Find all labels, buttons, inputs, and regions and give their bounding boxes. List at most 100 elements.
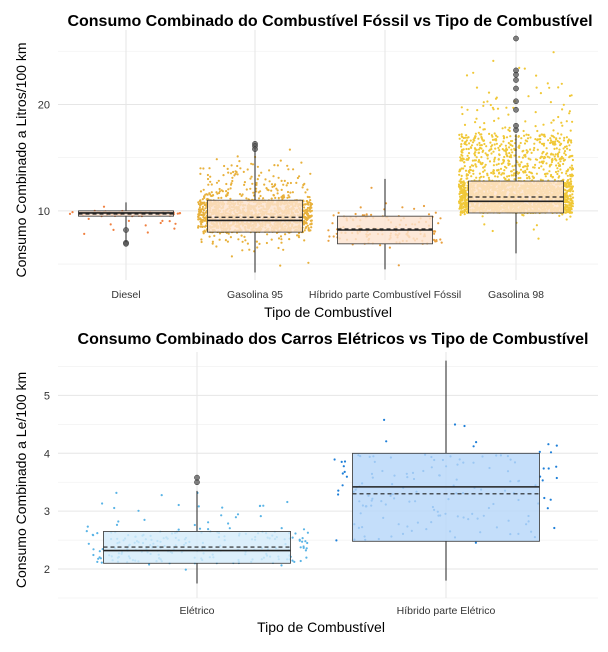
jitter-point: [550, 499, 552, 501]
jitter-point: [543, 144, 545, 146]
jitter-point: [526, 163, 528, 165]
outlier-point: [513, 86, 518, 91]
jitter-point: [101, 562, 103, 564]
jitter-point: [473, 153, 475, 155]
jitter-point: [266, 242, 268, 244]
jitter-point: [513, 155, 515, 157]
jitter-point: [304, 540, 306, 542]
jitter-point: [503, 160, 505, 162]
chart-title: Consumo Combinado do Combustível Fóssil …: [67, 13, 592, 30]
jitter-point: [474, 163, 476, 165]
jitter-point: [225, 183, 227, 185]
jitter-point: [287, 168, 289, 170]
jitter-point: [460, 178, 462, 180]
jitter-point: [542, 479, 544, 481]
jitter-point: [536, 159, 538, 161]
jitter-point: [227, 192, 229, 194]
jitter-point: [490, 172, 492, 174]
jitter-point: [571, 155, 573, 157]
jitter-point: [480, 156, 482, 158]
outlier-point: [123, 241, 128, 246]
jitter-point: [488, 133, 490, 135]
jitter-point: [522, 166, 524, 168]
jitter-point: [271, 198, 273, 200]
jitter-point: [556, 147, 558, 149]
jitter-point: [508, 179, 510, 181]
jitter-point: [185, 569, 187, 571]
jitter-point: [327, 240, 329, 242]
jitter-point: [563, 147, 565, 149]
jitter-point: [504, 126, 506, 128]
jitter-point: [263, 184, 265, 186]
jitter-point: [520, 161, 522, 163]
jitter-point: [572, 197, 574, 199]
outlier-point: [513, 77, 518, 82]
jitter-point: [342, 472, 344, 474]
jitter-point: [341, 461, 343, 463]
jitter-point: [521, 214, 523, 216]
jitter-point: [561, 213, 563, 215]
jitter-point: [475, 177, 477, 179]
jitter-point: [554, 158, 556, 160]
jitter-point: [334, 458, 336, 460]
jitter-point: [507, 114, 509, 116]
jitter-point: [216, 158, 218, 160]
jitter-point: [505, 150, 507, 152]
jitter-point: [259, 195, 261, 197]
jitter-point: [220, 197, 222, 199]
jitter-point: [478, 142, 480, 144]
jitter-point: [494, 157, 496, 159]
jitter-point: [309, 223, 311, 225]
jitter-point: [565, 186, 567, 188]
jitter-point: [252, 192, 254, 194]
jitter-point: [553, 148, 555, 150]
x-tick-label: Gasolina 98: [488, 289, 544, 301]
jitter-point: [526, 174, 528, 176]
jitter-point: [528, 171, 530, 173]
jitter-point: [200, 226, 202, 228]
jitter-point: [539, 161, 541, 163]
jitter-point: [513, 178, 515, 180]
jitter-point: [248, 249, 250, 251]
jitter-point: [538, 167, 540, 169]
jitter-point: [292, 191, 294, 193]
jitter-point: [459, 156, 461, 158]
jitter-point: [563, 104, 565, 106]
jitter-point: [508, 164, 510, 166]
jitter-point: [508, 175, 510, 177]
jitter-point: [227, 168, 229, 170]
jitter-point: [260, 515, 262, 517]
jitter-point: [370, 214, 372, 216]
outlier-point: [513, 99, 518, 104]
jitter-point: [473, 445, 475, 447]
jitter-point: [569, 178, 571, 180]
jitter-point: [161, 494, 163, 496]
jitter-point: [570, 207, 572, 209]
jitter-point: [297, 177, 299, 179]
jitter-point: [309, 199, 311, 201]
y-tick-label: 5: [44, 390, 50, 402]
jitter-point: [555, 171, 557, 173]
jitter-point: [434, 230, 436, 232]
jitter-point: [306, 200, 308, 202]
jitter-point: [227, 188, 229, 190]
jitter-point: [464, 191, 466, 193]
jitter-point: [496, 136, 498, 138]
jitter-point: [307, 207, 309, 209]
jitter-point: [271, 183, 273, 185]
jitter-point: [460, 210, 462, 212]
jitter-point: [555, 466, 557, 468]
jitter-point: [548, 156, 550, 158]
jitter-point: [241, 195, 243, 197]
jitter-point: [161, 220, 163, 222]
jitter-point: [216, 182, 218, 184]
x-tick-label: Gasolina 95: [227, 289, 283, 301]
jitter-point: [572, 159, 574, 161]
outlier-point: [252, 147, 257, 152]
jitter-point: [489, 142, 491, 144]
jitter-point: [174, 223, 176, 225]
outlier-point: [513, 68, 518, 73]
jitter-point: [564, 199, 566, 201]
jitter-point: [483, 223, 485, 225]
jitter-point: [543, 497, 545, 499]
